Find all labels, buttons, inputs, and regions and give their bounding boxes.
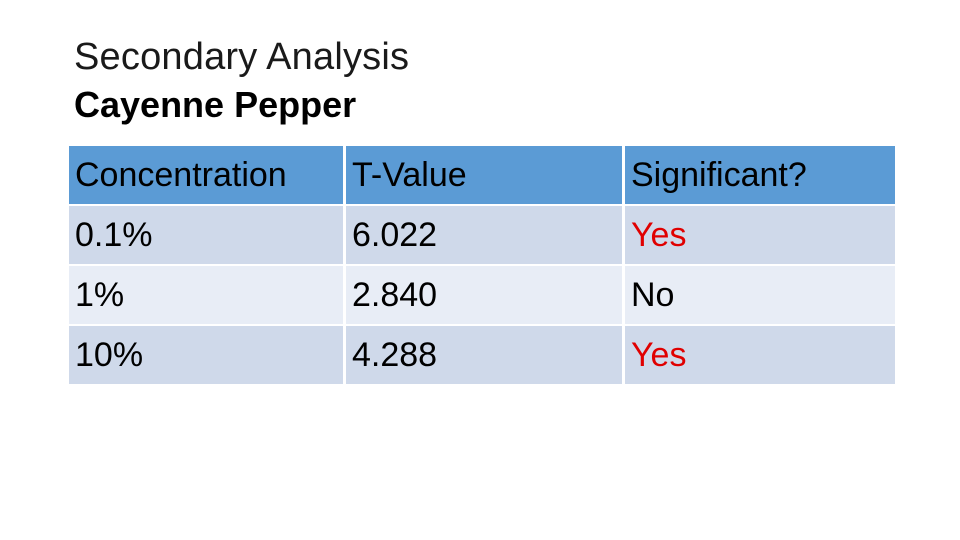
slide-title: Secondary Analysis (74, 36, 410, 78)
results-table: Concentration T-Value Significant? 0.1% … (66, 144, 898, 386)
table-row: 0.1% 6.022 Yes (69, 206, 895, 264)
cell-t-value: 4.288 (346, 326, 622, 384)
table-row: 1% 2.840 No (69, 266, 895, 324)
slide-subtitle: Cayenne Pepper (74, 84, 357, 125)
cell-concentration: 1% (69, 266, 343, 324)
cell-concentration: 10% (69, 326, 343, 384)
table-row: 10% 4.288 Yes (69, 326, 895, 384)
cell-significant: No (625, 266, 895, 324)
header-t-value: T-Value (346, 146, 622, 204)
cell-concentration: 0.1% (69, 206, 343, 264)
cell-significant: Yes (625, 326, 895, 384)
header-significant: Significant? (625, 146, 895, 204)
table-header-row: Concentration T-Value Significant? (69, 146, 895, 204)
cell-t-value: 6.022 (346, 206, 622, 264)
header-concentration: Concentration (69, 146, 343, 204)
cell-t-value: 2.840 (346, 266, 622, 324)
cell-significant: Yes (625, 206, 895, 264)
